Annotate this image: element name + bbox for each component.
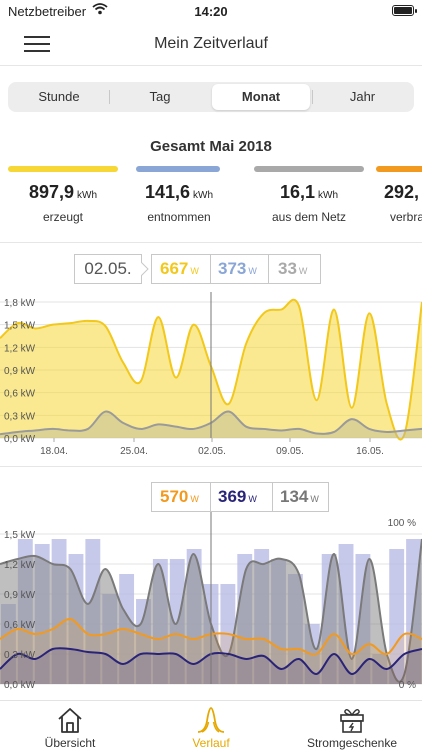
segment-jahr[interactable]: Jahr	[349, 89, 376, 104]
status-bar: Netzbetreiber 14:20	[0, 0, 422, 22]
readout-consumption: 570 W	[160, 487, 199, 506]
y-tick-label: 0,9 kW	[4, 590, 36, 601]
y2-tick-label: 0 %	[399, 680, 416, 691]
tab-bar: Übersicht Verlauf Stromgeschenke	[0, 700, 422, 750]
metric-erzeugt: 897,9 kWh erzeugt	[8, 166, 118, 224]
y-tick-label: 0,3 kW	[4, 650, 36, 661]
chart-consumption[interactable]: 1,5 kW 1,2 kW 0,9 kW 0,6 kW 0,3 kW 0,0 kW 100 …	[0, 512, 422, 698]
readout-feedin: 134 W	[280, 487, 319, 506]
y-tick-label: 1,2 kW	[4, 343, 36, 354]
y-tick-label: 1,8 kW	[4, 298, 36, 309]
clock: 14:20	[194, 4, 228, 19]
chart2-value-readout: 570 W 369 W 134 W	[151, 482, 329, 512]
x-tick-label: 25.04.	[120, 446, 148, 457]
metric-value: 16,1	[279, 182, 316, 202]
y-tick-label: 1,2 kW	[4, 560, 36, 571]
metric-value: 141,6	[144, 182, 191, 202]
tab-verlauf[interactable]: Verlauf	[141, 701, 281, 750]
metric-aus-dem-netz: 16,1 kWh aus dem Netz	[254, 166, 364, 224]
carrier-label: Netzbetreiber	[8, 4, 87, 19]
chart-generation[interactable]: 1,8 kW 1,5 kW 1,2 kW 0,9 kW 0,6 kW 0,3 kW 0,0 …	[0, 292, 422, 462]
metric-unit: kWh	[318, 190, 339, 201]
y-tick-label: 0,0 kW	[4, 434, 36, 445]
y-tick-label: 0,6 kW	[4, 620, 36, 631]
y-tick-label: 0,6 kW	[4, 389, 36, 400]
page-title: Mein Zeitverlauf	[154, 35, 268, 52]
metric-label: aus dem Netz	[271, 210, 347, 224]
metric-label: erzeugt	[42, 210, 84, 224]
tab-label: Verlauf	[192, 736, 230, 750]
curve-icon	[197, 707, 225, 733]
segment-stunde[interactable]: Stunde	[38, 89, 80, 104]
tab-uebersicht[interactable]: Übersicht	[0, 701, 140, 750]
metric-label: entnommen	[147, 210, 211, 224]
metric-value: 897,9	[28, 182, 75, 202]
readout-arrow-icon	[141, 262, 149, 276]
x-tick-label: 02.05.	[198, 446, 226, 457]
y-tick-label: 0,0 kW	[4, 680, 36, 691]
metric-unit: kWh	[77, 190, 98, 201]
tab-stromgeschenke[interactable]: Stromgeschenke	[282, 701, 422, 750]
tab-label: Stromgeschenke	[306, 736, 398, 750]
readout-grid: 33 W	[278, 259, 308, 278]
chart1-value-readout: 667 W 373 W 33 W	[151, 254, 321, 284]
segment-tag[interactable]: Tag	[149, 89, 171, 104]
nav-bar: Mein Zeitverlauf	[0, 22, 422, 66]
segment-monat[interactable]: Monat	[212, 84, 310, 110]
y2-tick-label: 100 %	[388, 518, 416, 529]
x-tick-label: 16.05.	[356, 446, 384, 457]
metric-value: 292,	[384, 182, 420, 202]
menu-icon[interactable]	[24, 34, 50, 54]
metric-verbraucht: 292, verbra	[376, 166, 422, 224]
metric-color-bar	[376, 166, 422, 172]
metric-color-bar	[136, 166, 220, 172]
x-tick-label: 18.04.	[40, 446, 68, 457]
y-tick-label: 0,9 kW	[4, 366, 36, 377]
series-area	[0, 539, 422, 684]
readout-generated: 667 W	[160, 259, 199, 278]
metric-color-bar	[8, 166, 118, 172]
wifi-icon	[92, 3, 108, 15]
summary-title: Gesamt Mai 2018	[150, 138, 272, 155]
home-icon	[58, 708, 82, 733]
series-line	[0, 298, 422, 441]
period-selector: Stunde Tag Monat Jahr	[8, 82, 414, 112]
y-tick-label: 1,5 kW	[4, 530, 36, 541]
series-line	[0, 538, 422, 683]
metric-color-bar	[254, 166, 364, 172]
tab-label: Übersicht	[44, 736, 96, 750]
metric-entnommen: 141,6 kWh entnommen	[124, 166, 234, 224]
readout-selfuse: 369 W	[218, 487, 257, 506]
readout-withdrawn: 373 W	[218, 259, 257, 278]
bar	[389, 549, 405, 684]
y-tick-label: 0,3 kW	[4, 411, 36, 422]
chart1-date-readout: 02.05.	[74, 254, 142, 284]
x-tick-label: 09.05.	[276, 446, 304, 457]
metric-unit: kWh	[193, 190, 214, 201]
metric-label: verbra	[390, 210, 422, 224]
gift-icon	[340, 708, 364, 733]
battery-icon	[392, 5, 417, 16]
y-tick-label: 1,5 kW	[4, 321, 36, 332]
